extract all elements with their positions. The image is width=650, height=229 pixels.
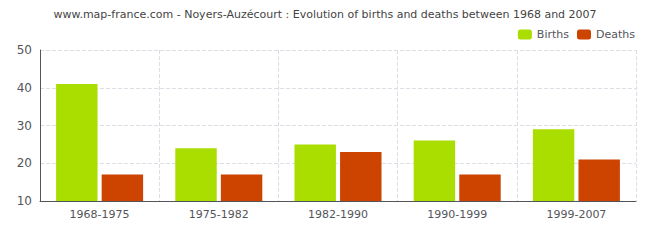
svg-text:20: 20 bbox=[17, 156, 32, 170]
svg-text:1999-2007: 1999-2007 bbox=[546, 208, 606, 221]
svg-text:1990-1999: 1990-1999 bbox=[427, 208, 487, 221]
svg-text:10: 10 bbox=[17, 194, 32, 208]
svg-text:1968-1975: 1968-1975 bbox=[70, 208, 130, 221]
svg-text:1975-1982: 1975-1982 bbox=[189, 208, 249, 221]
svg-text:50: 50 bbox=[17, 43, 32, 57]
svg-text:40: 40 bbox=[17, 81, 32, 95]
svg-text:30: 30 bbox=[17, 119, 32, 133]
svg-text:Births: Births bbox=[537, 28, 569, 41]
svg-text:Deaths: Deaths bbox=[596, 28, 635, 41]
svg-text:1982-1990: 1982-1990 bbox=[308, 208, 368, 221]
svg-text:www.map-france.com - Noyers-Au: www.map-france.com - Noyers-Auzécourt : … bbox=[53, 8, 596, 21]
